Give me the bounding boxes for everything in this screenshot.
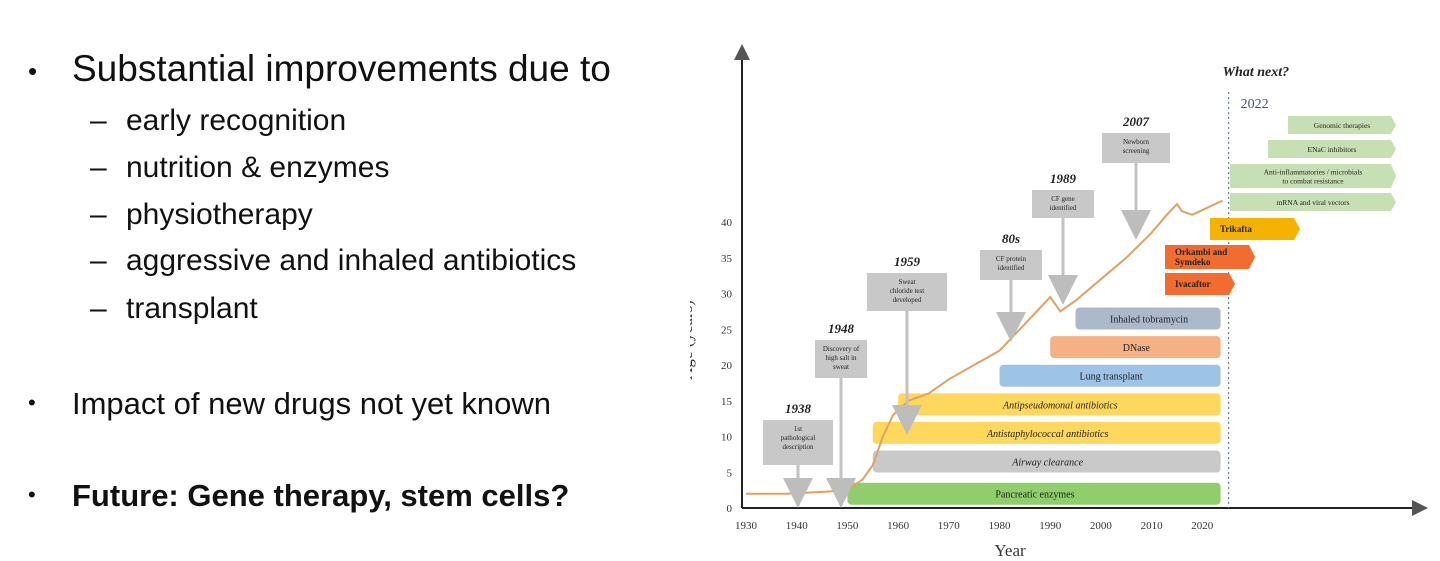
modulator-box bbox=[1165, 245, 1255, 269]
bullet-improvements: Substantial improvements due to bbox=[72, 48, 611, 89]
sub-item: early recognition bbox=[126, 104, 347, 137]
x-tick-label: 2010 bbox=[1141, 520, 1164, 532]
milestone-text: screening bbox=[1123, 147, 1150, 155]
treatment-bar bbox=[999, 364, 1221, 387]
bullet-dot: • bbox=[28, 56, 38, 86]
milestone-year-label: 2007 bbox=[1122, 114, 1150, 129]
milestone-text: Discovery of bbox=[823, 345, 860, 353]
modulator-label: Orkambi and bbox=[1175, 247, 1227, 257]
future-therapy-box bbox=[1288, 116, 1396, 134]
treatment-bar-label: Pancreatic enzymes bbox=[995, 490, 1074, 501]
future-therapy-box bbox=[1230, 164, 1396, 188]
y-tick-label: 10 bbox=[721, 432, 733, 444]
sub-item: transplant bbox=[126, 292, 258, 325]
treatment-bar bbox=[1075, 307, 1221, 330]
treatment-bar bbox=[898, 393, 1221, 416]
milestone-box bbox=[867, 273, 947, 311]
milestone-text: Newborn bbox=[1123, 138, 1150, 146]
milestone-text: chloride test bbox=[890, 287, 924, 295]
sub-item: physiotherapy bbox=[126, 198, 313, 231]
modulator-box bbox=[1165, 273, 1235, 295]
dash: – bbox=[90, 151, 107, 184]
treatment-bar bbox=[872, 421, 1221, 444]
y-tick-label: 0 bbox=[727, 503, 733, 515]
treatment-bar-label: Airway clearance bbox=[1011, 458, 1083, 469]
milestone-text: 1st bbox=[794, 425, 802, 433]
bullet-dot: • bbox=[28, 482, 36, 507]
milestone-text: sweat bbox=[833, 363, 849, 371]
x-axis-label: Year bbox=[994, 541, 1026, 560]
x-tick-label: 1960 bbox=[887, 520, 910, 532]
milestone-text: developed bbox=[893, 296, 922, 304]
future-therapy-label: Anti-inflammatories / microbials bbox=[1264, 168, 1363, 177]
modulator-label: Symdeko bbox=[1175, 257, 1211, 267]
bullet-list: • Substantial improvements due to – earl… bbox=[0, 0, 690, 561]
dash: – bbox=[90, 104, 107, 137]
treatment-bar-label: DNase bbox=[1123, 343, 1151, 354]
milestone-text: pathological bbox=[781, 434, 816, 442]
y-axis-label: Age (years) bbox=[690, 300, 696, 380]
milestone-text: CF gene bbox=[1051, 195, 1075, 203]
dash: – bbox=[90, 198, 107, 231]
x-tick-label: 1930 bbox=[735, 520, 758, 532]
milestone-text: identified bbox=[998, 264, 1025, 272]
milestone-box bbox=[815, 340, 867, 378]
y-tick-label: 40 bbox=[721, 217, 733, 229]
treatment-bar-label: Inhaled tobramycin bbox=[1110, 315, 1188, 326]
milestone-box bbox=[980, 250, 1042, 280]
milestone-text: identified bbox=[1050, 204, 1077, 212]
future-therapy-box bbox=[1230, 193, 1396, 211]
treatment-bar-label: Antistaphylococcal antibiotics bbox=[986, 429, 1108, 440]
modulator-label: Ivacaftor bbox=[1175, 279, 1211, 289]
future-therapy-label: Genomic therapies bbox=[1314, 121, 1371, 130]
what-next-label: What next? bbox=[1223, 65, 1290, 80]
treatment-bar bbox=[1050, 336, 1221, 359]
bullet-dot: • bbox=[28, 390, 36, 415]
y-tick-label: 20 bbox=[721, 360, 733, 372]
y-tick-label: 15 bbox=[721, 396, 733, 408]
y-tick-label: 5 bbox=[727, 467, 733, 479]
y-tick-label: 30 bbox=[721, 289, 733, 301]
milestone-year-label: 1959 bbox=[894, 254, 921, 269]
x-tick-label: 1950 bbox=[836, 520, 859, 532]
x-tick-label: 2000 bbox=[1090, 520, 1113, 532]
milestone-text: high salt in bbox=[825, 354, 857, 362]
dash: – bbox=[90, 292, 107, 325]
future-therapy-box bbox=[1268, 140, 1396, 158]
future-therapy-label: to combat resistance bbox=[1282, 177, 1344, 186]
x-tick-label: 1980 bbox=[989, 520, 1012, 532]
treatment-bar-label: Lung transplant bbox=[1080, 372, 1143, 383]
survival-curve bbox=[746, 199, 1224, 495]
milestone-box bbox=[1102, 133, 1170, 163]
bullet-future: Future: Gene therapy, stem cells? bbox=[72, 478, 570, 513]
sub-item: aggressive and inhaled antibiotics bbox=[126, 244, 577, 277]
divider-year-label: 2022 bbox=[1241, 97, 1269, 112]
x-tick-label: 1970 bbox=[938, 520, 961, 532]
x-tick-label: 2020 bbox=[1191, 520, 1214, 532]
sub-item: nutrition & enzymes bbox=[126, 151, 390, 184]
x-tick-label: 1940 bbox=[786, 520, 809, 532]
y-tick-label: 25 bbox=[721, 324, 733, 336]
milestone-text: description bbox=[782, 443, 814, 451]
x-tick-label: 1990 bbox=[1039, 520, 1062, 532]
milestone-box bbox=[763, 420, 833, 465]
milestone-box bbox=[1032, 190, 1094, 218]
future-therapy-label: ENaC inhibitors bbox=[1308, 145, 1357, 154]
milestone-year-label: 1938 bbox=[785, 401, 812, 416]
modulator-label: Trikafta bbox=[1220, 224, 1252, 234]
dash: – bbox=[90, 244, 107, 277]
treatment-bar bbox=[847, 482, 1221, 505]
future-therapy-label: mRNA and viral vectors bbox=[1276, 198, 1349, 207]
milestone-text: CF protein bbox=[996, 255, 1027, 263]
modulator-box bbox=[1210, 218, 1300, 240]
milestone-year-label: 80s bbox=[1002, 231, 1020, 246]
cf-survival-chart: Pancreatic enzymes Airway clearance Antist… bbox=[690, 44, 1428, 560]
milestone-year-label: 1948 bbox=[828, 321, 855, 336]
milestone-year-label: 1989 bbox=[1050, 171, 1077, 186]
treatment-bar-label: Antipseudomonal antibiotics bbox=[1002, 400, 1118, 411]
y-tick-label: 35 bbox=[721, 253, 733, 265]
milestone-text: Sweat bbox=[898, 278, 915, 286]
bullet-impact: Impact of new drugs not yet known bbox=[72, 386, 552, 421]
treatment-bar bbox=[872, 450, 1221, 473]
